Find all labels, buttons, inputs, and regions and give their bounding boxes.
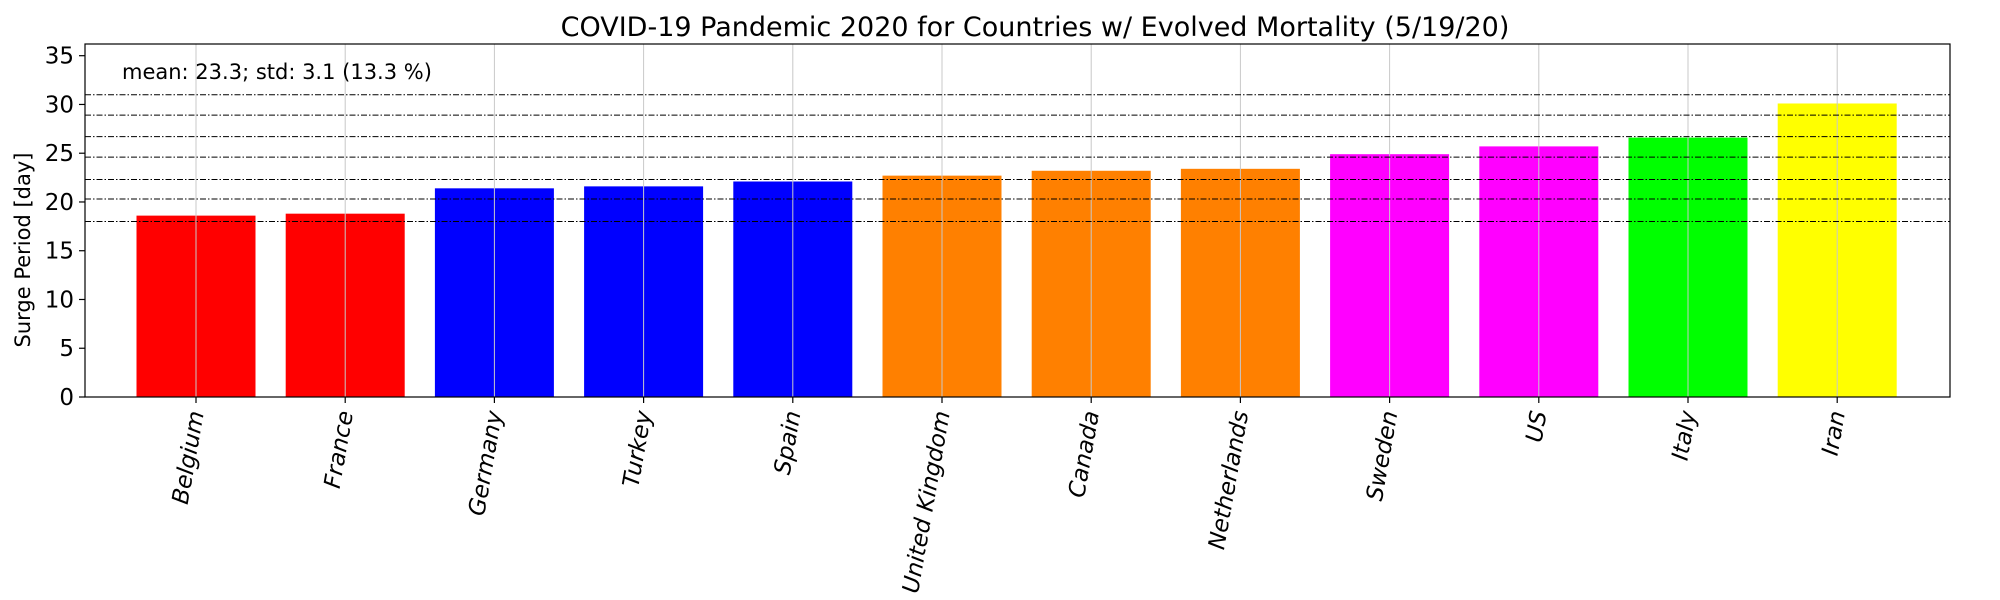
plot-area: 0 5 10 15 20 25 30 35 Belgium France Germany Turkey… <box>45 43 1951 595</box>
x-tick-label: France <box>320 409 359 490</box>
x-tick-label: Spain <box>770 409 807 477</box>
stats-annotation: mean: 23.3; std: 3.1 (13.3 %) <box>122 60 432 84</box>
chart-title: COVID-19 Pandemic 2020 for Countries w/ … <box>561 12 1510 43</box>
y-tick-label: 15 <box>45 239 74 265</box>
y-tick-label: 0 <box>59 385 74 411</box>
y-tick-label: 35 <box>45 44 74 70</box>
x-tick-label: Belgium <box>168 409 210 506</box>
y-tick-label: 20 <box>45 190 74 216</box>
x-tick-label: Netherlands <box>1204 409 1254 552</box>
x-tick-label: Italy <box>1668 409 1702 463</box>
y-tick-label: 10 <box>45 287 74 313</box>
y-tick-label: 30 <box>45 92 74 118</box>
y-tick-label: 5 <box>59 336 74 362</box>
x-tick-label: US <box>1522 409 1553 444</box>
y-axis-label: Surge Period [day] <box>11 153 35 348</box>
x-tick-label: United Kingdom <box>898 409 956 595</box>
plot-frame <box>84 43 1951 398</box>
x-tick-label: Iran <box>1818 409 1851 458</box>
x-tick-label: Canada <box>1064 409 1105 500</box>
x-tick-label: Sweden <box>1362 409 1403 503</box>
x-tick-label: Turkey <box>618 409 657 490</box>
x-tick-label: Germany <box>464 409 508 518</box>
y-tick-label: 25 <box>45 141 74 167</box>
